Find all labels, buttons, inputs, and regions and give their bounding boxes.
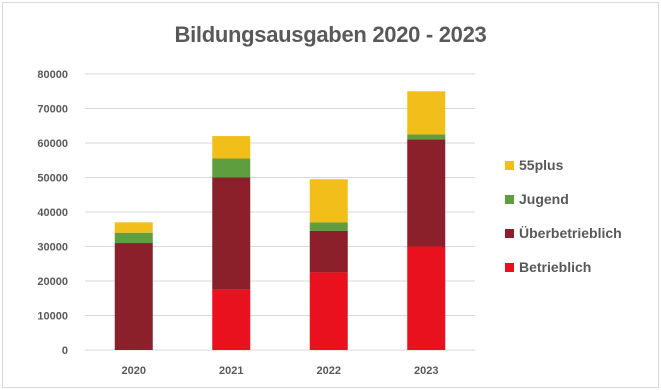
legend-label: Betrieblich xyxy=(519,259,591,275)
bar-segment xyxy=(309,272,348,350)
x-tick-label: 2022 xyxy=(317,365,341,377)
legend-swatch xyxy=(505,195,514,204)
y-tick-label: 70000 xyxy=(37,104,68,116)
legend-swatch xyxy=(505,161,514,170)
bar-segment xyxy=(114,243,153,350)
y-tick-label: 50000 xyxy=(37,173,68,185)
legend-label: Überbetrieblich xyxy=(519,225,622,241)
legend-swatch xyxy=(505,229,514,238)
y-tick-label: 30000 xyxy=(37,242,68,254)
x-tick-label: 2020 xyxy=(122,365,146,377)
bar-segment xyxy=(212,177,251,290)
legend-label: Jugend xyxy=(519,191,569,207)
y-tick-label: 0 xyxy=(62,345,68,357)
x-tick-label: 2023 xyxy=(414,365,438,377)
chart-title: Bildungsausgaben 2020 - 2023 xyxy=(174,22,487,47)
bar-segment xyxy=(407,139,446,247)
bar-segment xyxy=(407,91,446,135)
y-tick-label: 10000 xyxy=(37,311,68,323)
y-tick-label: 80000 xyxy=(37,69,68,81)
y-tick-label: 40000 xyxy=(37,207,68,219)
bar-segment xyxy=(114,222,153,233)
y-tick-label: 20000 xyxy=(37,276,68,288)
bar-segment xyxy=(407,134,446,140)
bar-segment xyxy=(114,232,153,244)
bar-segment xyxy=(309,179,348,223)
bar-segment xyxy=(309,230,348,273)
legend-swatch xyxy=(505,263,514,272)
x-tick-label: 2021 xyxy=(219,365,243,377)
bar-segment xyxy=(309,222,348,231)
bar-segment xyxy=(212,158,251,178)
bar-segment xyxy=(407,246,446,350)
legend-label: 55plus xyxy=(519,157,564,173)
y-tick-label: 60000 xyxy=(37,138,68,150)
bar-segment xyxy=(212,136,251,159)
bar-segment xyxy=(212,289,251,350)
